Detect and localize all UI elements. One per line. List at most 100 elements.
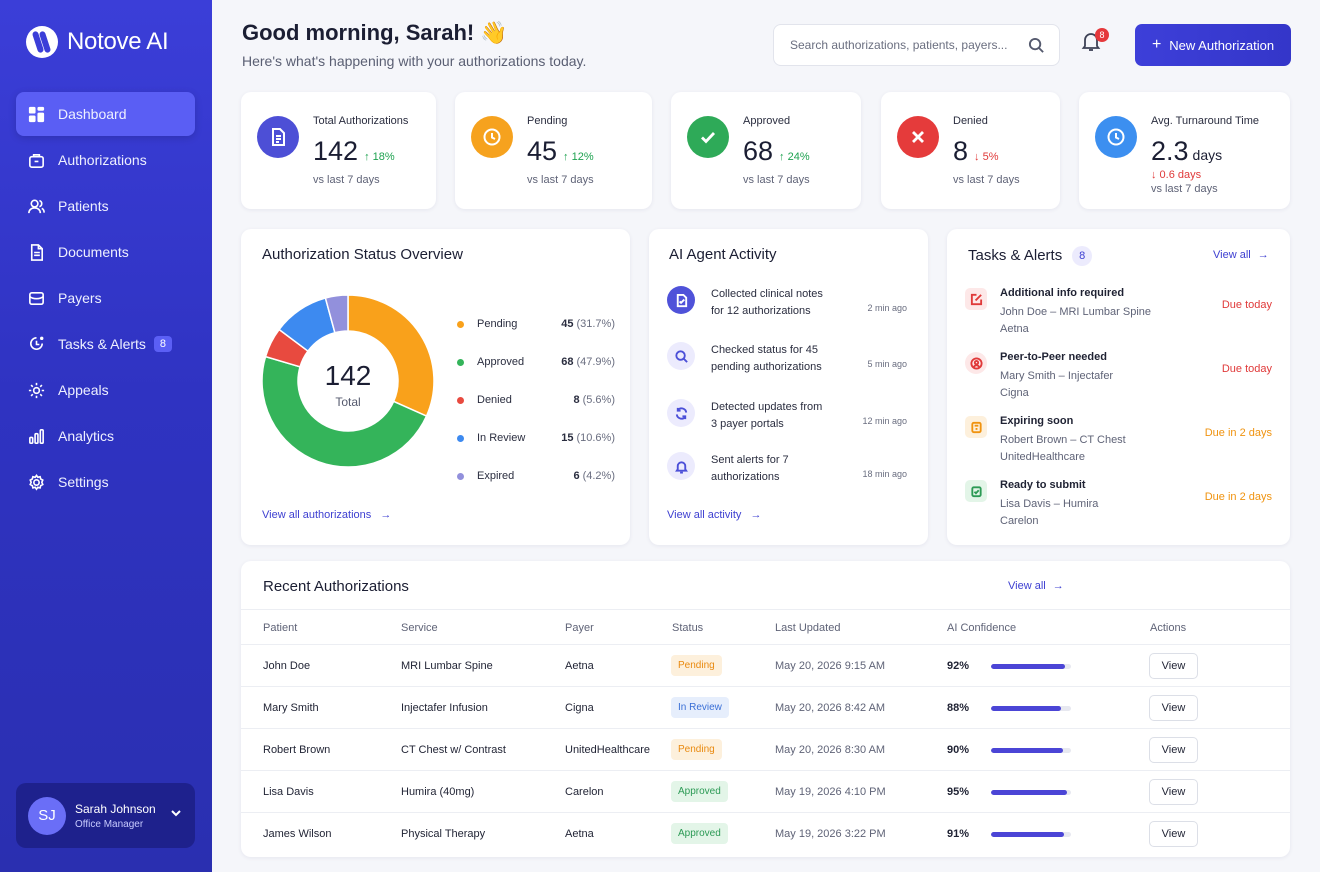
donut-total-label: Total — [335, 395, 361, 409]
cell-patient: Mary Smith — [263, 702, 319, 714]
column-header[interactable]: Last Updated — [775, 622, 841, 634]
task-item[interactable]: Expiring soon Robert Brown – CT Chest Uni… — [965, 415, 1272, 471]
activity-time: 5 min ago — [867, 359, 907, 369]
activity-item[interactable]: Checked status for 45 pending authorizat… — [667, 342, 907, 386]
link-label: View all — [1213, 249, 1251, 261]
legend-item[interactable]: In Review 15 (10.6%) — [457, 419, 615, 457]
activity-item[interactable]: Detected updates from 3 payer portals 12… — [667, 399, 907, 443]
donut-slice-pending[interactable] — [347, 294, 435, 418]
legend-item[interactable]: Denied 8 (5.6%) — [457, 381, 615, 419]
view-all-recent-link[interactable]: View all → — [1008, 580, 1064, 592]
task-item[interactable]: Peer-to-Peer needed Mary Smith – Injecta… — [965, 351, 1272, 407]
panel-title: Authorization Status Overview — [262, 246, 463, 263]
table-row[interactable]: Lisa Davis Humira (40mg) Carelon Approved Ma… — [241, 771, 1290, 813]
stat-card-turnaround[interactable]: Avg. Turnaround Time 2.3 days ↓ 0.6 days … — [1079, 92, 1290, 209]
table-row[interactable]: James Wilson Physical Therapy Aetna Approve… — [241, 813, 1290, 855]
sidebar-item-authorizations[interactable]: Authorizations — [16, 138, 195, 182]
stat-trend: ↑ 12% — [563, 151, 594, 163]
table-row[interactable]: Robert Brown CT Chest w/ Contrast UnitedHe… — [241, 729, 1290, 771]
task-patient-service: Mary Smith – Injectafer — [1000, 370, 1114, 382]
view-all-activity-link[interactable]: View all activity → — [667, 509, 761, 521]
stat-card-total[interactable]: Total Authorizations 142 ↑ 18% vs last 7 … — [241, 92, 436, 209]
app-name: Notove AI — [67, 28, 169, 55]
view-button[interactable]: View — [1149, 779, 1198, 805]
cell-payer: Aetna — [565, 660, 594, 672]
check-clipboard-icon — [965, 480, 987, 502]
cell-confidence: 88% — [947, 702, 970, 714]
stat-card-approved[interactable]: Approved 68 ↑ 24% vs last 7 days — [671, 92, 861, 209]
legend-dot — [457, 358, 464, 366]
view-button[interactable]: View — [1149, 695, 1198, 721]
legend-item[interactable]: Approved 68 (47.9%) — [457, 343, 615, 381]
activity-time: 2 min ago — [867, 303, 907, 313]
table-body: John Doe MRI Lumbar Spine Aetna Pending May … — [241, 645, 1290, 857]
sidebar-item-documents[interactable]: Documents — [16, 230, 195, 274]
task-payer: UnitedHealthcare — [1000, 451, 1085, 463]
confidence-bar — [991, 748, 1071, 753]
task-item[interactable]: Additional info required John Doe – MRI … — [965, 287, 1272, 343]
stat-trend: ↑ 24% — [779, 151, 810, 163]
user-menu[interactable]: SJ Sarah Johnson Office Manager — [16, 783, 195, 848]
sidebar-item-appeals[interactable]: Appeals — [16, 368, 195, 412]
search-input[interactable] — [790, 38, 1028, 52]
briefcase-icon — [26, 150, 46, 170]
column-header[interactable]: Patient — [263, 622, 298, 634]
column-header[interactable]: Service — [401, 622, 438, 634]
activity-text: Sent alerts for 7 authorizations — [711, 454, 789, 483]
tasks-count-badge: 8 — [153, 336, 173, 352]
document-icon — [26, 242, 46, 262]
cell-patient: John Doe — [263, 660, 311, 672]
sidebar-item-payers[interactable]: Payers — [16, 276, 195, 320]
sidebar-item-label: Tasks & Alerts — [58, 336, 146, 352]
column-header[interactable]: Status — [672, 622, 704, 634]
legend-count: 45 — [561, 318, 574, 330]
legend-item[interactable]: Expired 6 (4.2%) — [457, 457, 615, 495]
new-authorization-button[interactable]: + New Authorization — [1135, 24, 1291, 66]
view-button[interactable]: View — [1149, 737, 1198, 763]
view-all-authorizations-link[interactable]: View all authorizations → — [262, 509, 391, 521]
donut-slice-approved[interactable] — [261, 355, 428, 468]
activity-time: 12 min ago — [862, 416, 907, 426]
stat-card-pending[interactable]: Pending 45 ↑ 12% vs last 7 days — [455, 92, 652, 209]
stat-icon-pending — [471, 116, 513, 158]
legend-dot — [457, 434, 464, 442]
close-icon — [912, 131, 924, 143]
sidebar-item-patients[interactable]: Patients — [16, 184, 195, 228]
task-payer: Aetna — [1000, 323, 1029, 335]
cell-confidence: 92% — [947, 660, 970, 672]
task-item[interactable]: Ready to submit Lisa Davis – Humira Carel… — [965, 479, 1272, 535]
activity-item[interactable]: Sent alerts for 7 authorizations 18 min … — [667, 452, 907, 496]
column-header[interactable]: Payer — [565, 622, 594, 634]
donut-slice-expired[interactable] — [324, 294, 349, 334]
view-all-tasks-link[interactable]: View all → — [1213, 249, 1269, 261]
cell-service: Humira (40mg) — [401, 786, 475, 798]
notifications-button[interactable]: 8 — [1080, 28, 1109, 58]
cell-payer: Aetna — [565, 828, 594, 840]
task-detail: John Doe – MRI Lumbar Spine Aetna — [1000, 304, 1151, 338]
sidebar-item-dashboard[interactable]: Dashboard — [16, 92, 195, 136]
clock-icon — [1107, 128, 1125, 146]
view-button[interactable]: View — [1149, 653, 1198, 679]
view-button[interactable]: View — [1149, 821, 1198, 847]
search-icon[interactable] — [1028, 37, 1045, 54]
legend-label: Expired — [477, 470, 515, 482]
dashboard-icon — [26, 104, 46, 124]
legend-dot — [457, 396, 464, 404]
logo[interactable]: Notove AI — [26, 26, 169, 58]
activity-item[interactable]: Collected clinical notes for 12 authoriz… — [667, 286, 907, 330]
sidebar-item-settings[interactable]: Settings — [16, 460, 195, 504]
stat-number: 45 — [527, 136, 558, 166]
table-row[interactable]: Mary Smith Injectafer Infusion Cigna In Rev… — [241, 687, 1290, 729]
chevron-down-icon[interactable] — [169, 806, 183, 825]
table-row[interactable]: John Doe MRI Lumbar Spine Aetna Pending May … — [241, 645, 1290, 687]
ai-activity-panel: AI Agent Activity Collected clinical not… — [649, 229, 928, 545]
edit-icon — [965, 288, 987, 310]
donut-svg — [261, 294, 435, 468]
sidebar-item-analytics[interactable]: Analytics — [16, 414, 195, 458]
legend-item[interactable]: Pending 45 (31.7%) — [457, 305, 615, 343]
cell-service: Physical Therapy — [401, 828, 486, 840]
column-header[interactable]: Actions — [1150, 622, 1187, 634]
column-header[interactable]: AI Confidence — [947, 622, 1017, 634]
stat-card-denied[interactable]: Denied 8 ↓ 5% vs last 7 days — [881, 92, 1060, 209]
sidebar-item-tasks-alerts[interactable]: Tasks & Alerts 8 — [16, 322, 195, 366]
